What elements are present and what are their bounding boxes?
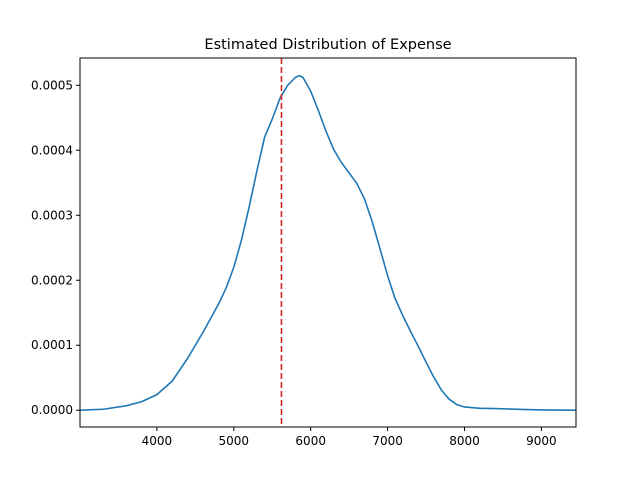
y-axis-ticks: 0.0000 0.0001 0.0002 0.0003 0.0004 0.0005 bbox=[31, 78, 80, 417]
y-tick-label: 0.0002 bbox=[31, 273, 73, 287]
chart-marks bbox=[79, 58, 577, 427]
y-tick-label: 0.0004 bbox=[31, 143, 73, 157]
y-tick-label: 0.0005 bbox=[31, 78, 73, 92]
x-tick-label: 4000 bbox=[142, 434, 173, 448]
x-tick-label: 9000 bbox=[526, 434, 557, 448]
plot-background bbox=[80, 58, 576, 427]
x-tick-label: 6000 bbox=[295, 434, 326, 448]
x-tick-label: 7000 bbox=[372, 434, 403, 448]
y-tick-label: 0.0000 bbox=[31, 403, 73, 417]
x-tick-label: 5000 bbox=[219, 434, 250, 448]
x-tick-label: 8000 bbox=[449, 434, 480, 448]
y-tick-label: 0.0003 bbox=[31, 208, 73, 222]
chart-title: Estimated Distribution of Expense bbox=[204, 37, 451, 53]
density-curve-0 bbox=[79, 74, 577, 412]
x-axis-ticks: 4000 5000 6000 7000 8000 9000 bbox=[142, 427, 557, 448]
plot-frame bbox=[79, 57, 577, 428]
y-tick-label: 0.0001 bbox=[31, 338, 73, 352]
